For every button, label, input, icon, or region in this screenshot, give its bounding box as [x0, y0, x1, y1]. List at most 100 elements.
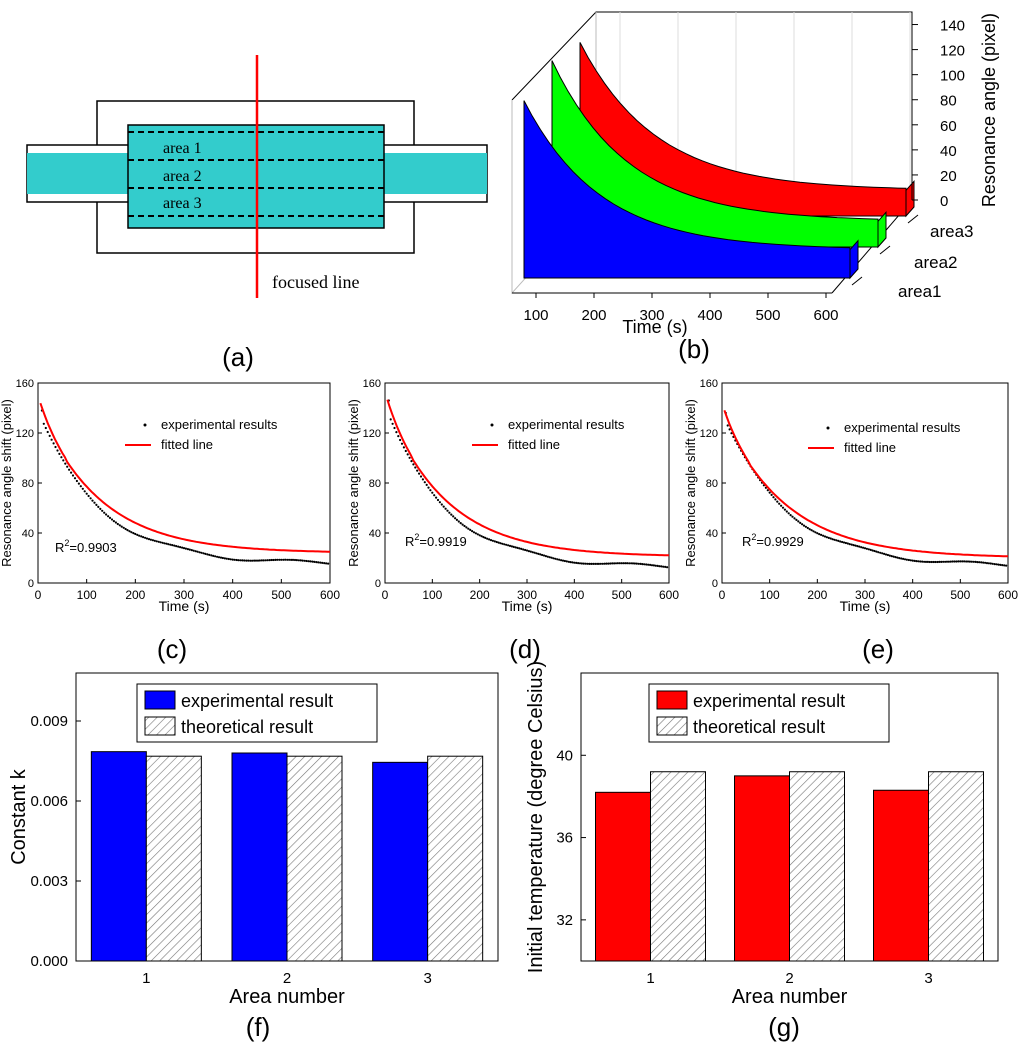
data-point	[923, 560, 926, 563]
y-tick-label: 120	[363, 428, 381, 440]
r2-superscript: 2	[751, 532, 756, 542]
data-point	[567, 560, 570, 563]
data-point	[467, 527, 470, 530]
legend-box	[136, 683, 378, 743]
legend-label-fitted: fitted line	[844, 440, 896, 455]
bar-theoretical	[789, 771, 845, 962]
b-x-tick-label: 500	[755, 307, 780, 324]
data-point	[527, 550, 531, 553]
data-point	[62, 459, 65, 462]
data-point	[182, 547, 186, 550]
data-point	[291, 558, 295, 562]
data-point	[397, 435, 400, 438]
b-z-tick-label: 40	[940, 143, 957, 160]
data-point	[791, 515, 794, 518]
data-point	[307, 560, 310, 563]
data-point	[77, 482, 80, 485]
data-point	[489, 539, 493, 542]
panel-label-a: (a)	[222, 342, 254, 372]
data-point	[833, 538, 836, 541]
data-point	[641, 563, 644, 566]
data-point	[124, 527, 127, 531]
data-point	[419, 475, 423, 478]
b-x-tick-label: 200	[581, 307, 606, 324]
legend-label-experimental: experimental results	[508, 417, 625, 432]
data-point	[820, 533, 823, 537]
data-point	[175, 545, 178, 548]
data-point	[95, 503, 98, 506]
data-point	[260, 559, 263, 562]
data-point	[42, 422, 45, 425]
data-point	[286, 558, 289, 561]
data-point	[871, 549, 874, 552]
data-point	[613, 562, 616, 565]
data-point	[774, 498, 777, 501]
data-point	[171, 544, 174, 547]
data-point	[243, 559, 246, 562]
y-tick-label: 40	[556, 747, 573, 764]
data-point	[108, 516, 112, 520]
data-point	[951, 560, 954, 563]
data-point	[151, 539, 154, 542]
data-point	[480, 535, 483, 538]
data-point	[319, 561, 322, 564]
data-point	[206, 553, 209, 556]
data-point	[546, 555, 549, 558]
data-point	[658, 565, 661, 568]
data-point	[531, 551, 534, 554]
data-point	[177, 545, 180, 548]
data-point	[848, 543, 851, 546]
data-point	[525, 549, 529, 552]
data-point	[161, 541, 164, 544]
data-point	[155, 540, 158, 543]
y-tick-label: 40	[369, 528, 381, 540]
data-point	[846, 542, 849, 545]
data-point	[858, 545, 861, 548]
data-point	[153, 539, 156, 542]
data-point	[965, 560, 968, 563]
b-z-tick-label: 60	[940, 118, 957, 135]
data-point	[520, 547, 523, 551]
data-point	[896, 556, 899, 559]
data-point	[978, 561, 981, 564]
chart-f: 1 2 3 0.000 0.003 0.006 0.009 Area number Consta…	[8, 672, 499, 1008]
data-point	[529, 550, 532, 553]
data-point	[210, 554, 213, 557]
data-point	[323, 562, 326, 565]
data-point	[68, 468, 71, 471]
r2-superscript: 2	[64, 538, 69, 548]
x-axis-label: Area number	[229, 986, 345, 1008]
data-point	[400, 442, 404, 445]
data-point	[107, 515, 110, 518]
x-tick-label: 600	[659, 588, 679, 602]
bar-experimental	[90, 751, 147, 962]
data-point	[516, 546, 519, 550]
data-point	[50, 438, 53, 441]
data-point	[198, 551, 201, 554]
data-point	[311, 560, 314, 563]
data-point	[140, 535, 143, 538]
data-point	[622, 562, 625, 565]
r2-value: =0.9919	[419, 534, 466, 549]
data-point	[455, 518, 458, 522]
b-x-tick-label: 100	[523, 307, 548, 324]
data-point	[963, 560, 966, 563]
r2-value: =0.9903	[69, 540, 116, 555]
panel-label-f: (f)	[246, 1012, 271, 1042]
x-tick-label: 100	[760, 588, 780, 602]
data-point	[542, 554, 546, 557]
data-point	[560, 559, 563, 562]
x-tick-label: 500	[950, 588, 970, 602]
data-point	[249, 559, 252, 562]
y-tick-label: 0.006	[30, 793, 68, 810]
data-point	[446, 509, 449, 512]
data-point	[247, 559, 250, 562]
data-point	[120, 525, 123, 528]
data-point	[179, 546, 182, 549]
data-point	[274, 558, 277, 562]
y-tick-label: 0	[712, 578, 718, 590]
data-point	[235, 558, 238, 562]
data-point	[518, 547, 521, 550]
data-point	[781, 506, 785, 509]
